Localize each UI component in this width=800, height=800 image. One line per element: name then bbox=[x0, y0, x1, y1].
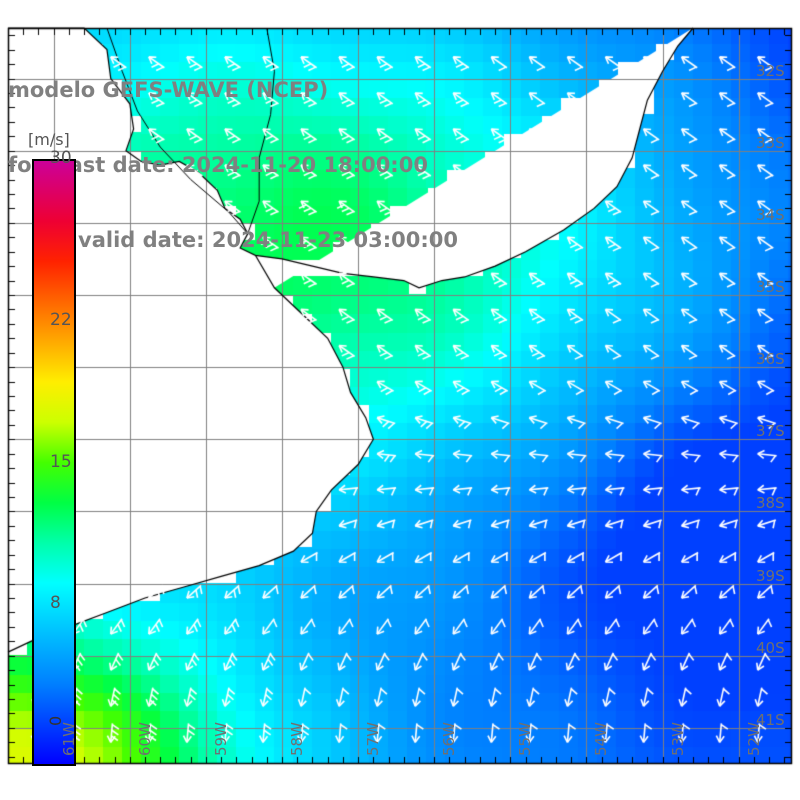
colorbar-tick-22: 22 bbox=[50, 309, 72, 330]
colorbar bbox=[32, 159, 76, 766]
colorbar-tick-0: 0 bbox=[46, 715, 65, 726]
colorbar-gradient bbox=[32, 159, 76, 766]
colorbar-tick-8: 8 bbox=[50, 593, 61, 614]
colorbar-unit-label: [m/s] bbox=[28, 130, 70, 149]
colorbar-tick-30: 30 bbox=[50, 148, 72, 168]
colorbar-tick-15: 15 bbox=[50, 451, 72, 472]
